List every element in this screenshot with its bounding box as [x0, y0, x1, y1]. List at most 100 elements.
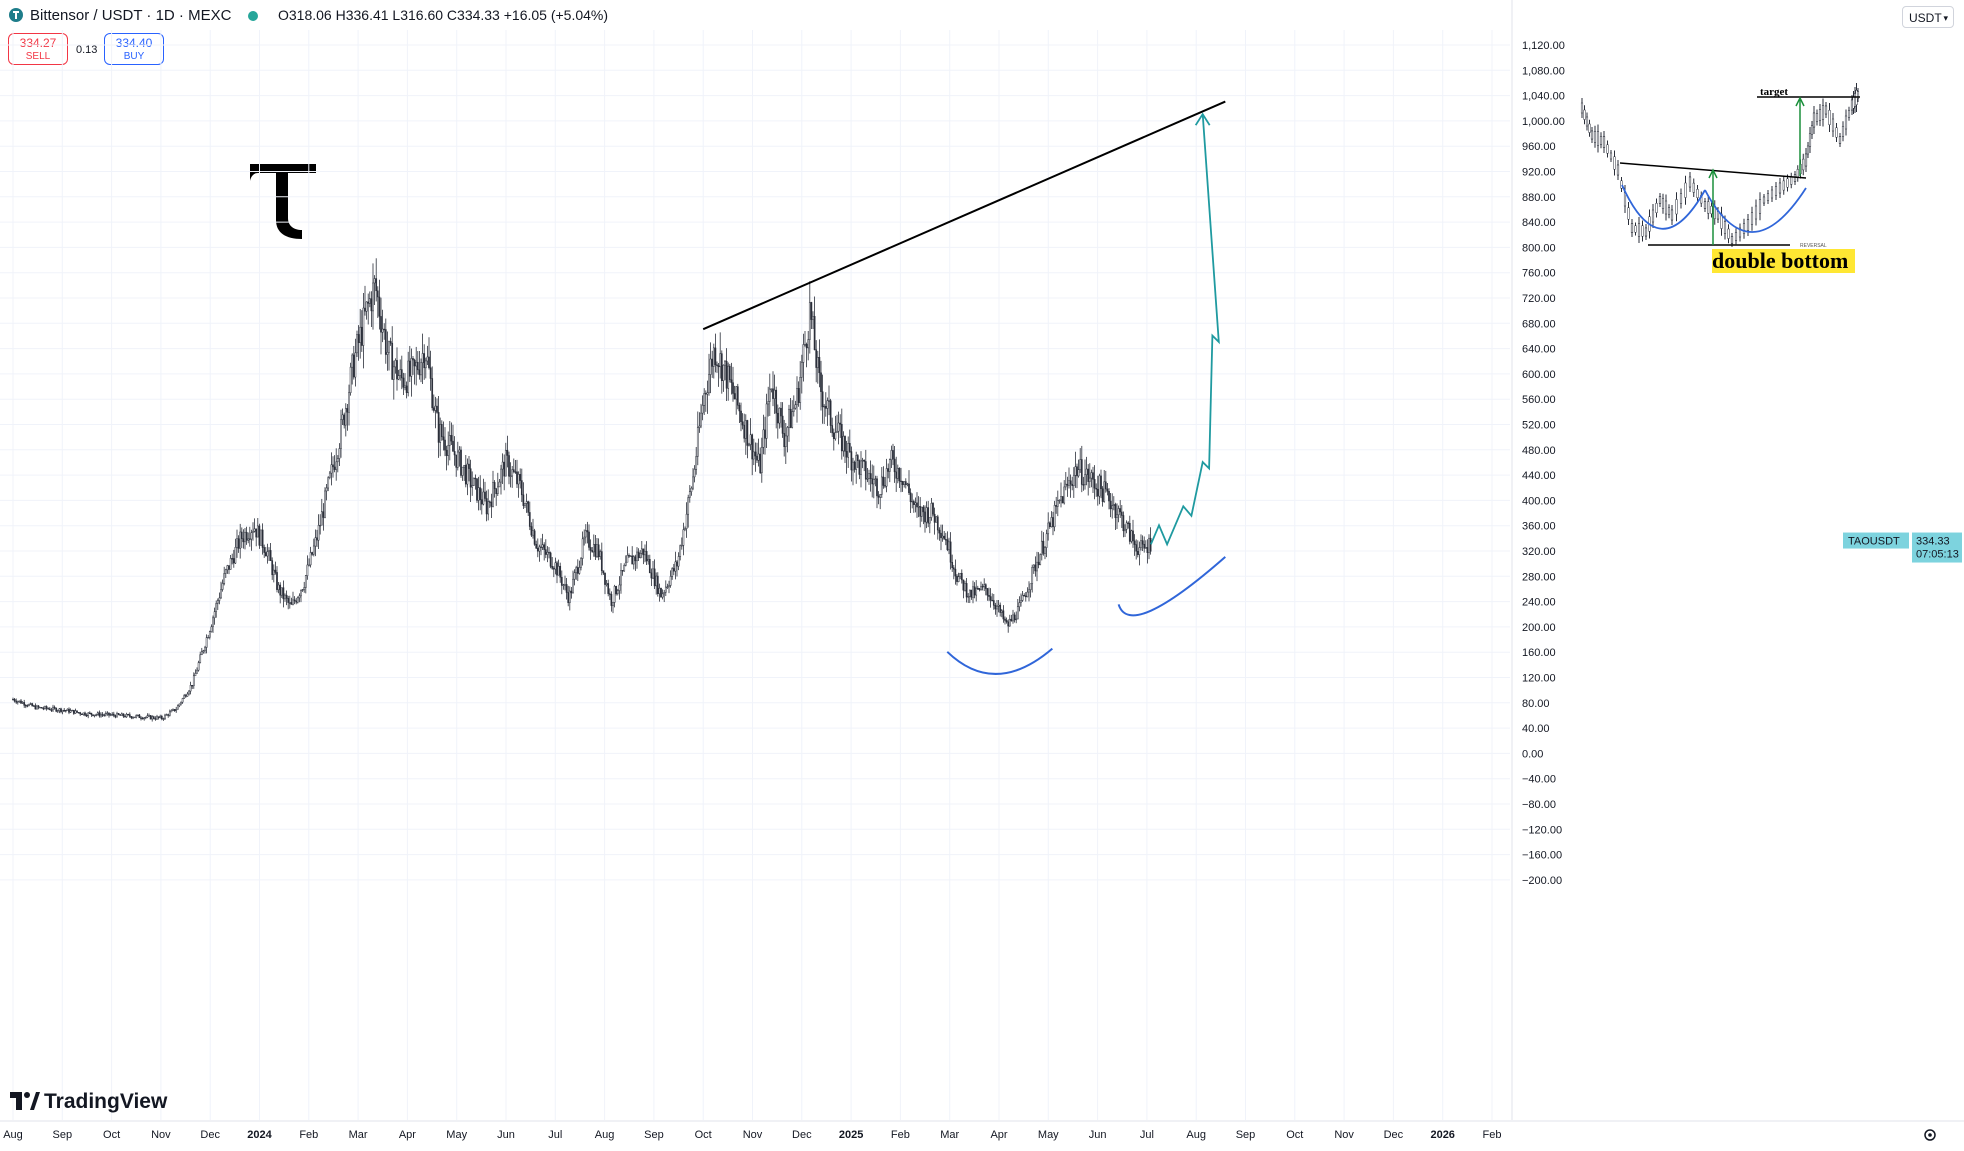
candle-body: [32, 705, 35, 707]
candle-body: [922, 506, 925, 513]
candle-body: [762, 429, 765, 448]
candle-body: [688, 491, 691, 498]
candle-body: [444, 439, 446, 451]
candle-body: [146, 715, 149, 718]
candle-body: [908, 483, 910, 494]
tradingview-brand[interactable]: TradingView: [44, 1090, 167, 1114]
candle-body: [776, 412, 779, 424]
inset-candle-body: [1670, 209, 1674, 221]
candle-body: [828, 400, 830, 402]
inset-candle-body: [1688, 176, 1692, 188]
candle-body: [900, 480, 902, 483]
price-axis[interactable]: 1,120.00 1,080.00 1,040.00 1,000.00 960.00 92…: [1511, 0, 1962, 1120]
candle-body: [1087, 468, 1090, 482]
y-tick-label: −80.00: [1522, 799, 1556, 811]
candle-body: [508, 455, 510, 477]
candle-body: [501, 461, 504, 470]
x-tick-label: Feb: [299, 1129, 318, 1141]
buy-button[interactable]: 334.40 BUY: [104, 33, 164, 65]
candle-body: [554, 562, 557, 570]
inset-candle-body: [1613, 156, 1616, 170]
candle-body: [1042, 540, 1045, 554]
candle-body: [704, 393, 707, 395]
candle-body: [904, 481, 907, 485]
candle-body: [119, 714, 122, 716]
inset-candle-body: [1844, 115, 1848, 130]
candle-body: [504, 449, 507, 477]
candle-body: [372, 282, 374, 312]
candle-body: [812, 316, 814, 320]
y-tick-label: 360.00: [1522, 521, 1556, 533]
candle-body: [567, 592, 570, 603]
candle-body: [1120, 511, 1123, 516]
candle-body: [674, 561, 677, 572]
candle-body: [749, 434, 752, 445]
candle-body: [696, 427, 699, 457]
candle-body: [932, 502, 934, 515]
x-tick-label: 2024: [247, 1129, 272, 1141]
candle-body: [408, 360, 411, 377]
candle-body: [516, 471, 518, 485]
candle-body: [322, 511, 325, 518]
inset-candle-body: [1754, 205, 1758, 220]
candle-body: [576, 567, 579, 574]
market-status-dot: [248, 11, 258, 21]
candle-body: [445, 449, 448, 456]
candle-body: [1111, 505, 1114, 510]
candle-body: [79, 712, 82, 715]
candle-body: [1012, 614, 1014, 622]
candle-body: [141, 718, 144, 720]
candle-body: [1063, 486, 1066, 504]
candle-body: [893, 458, 896, 473]
candle-body: [311, 552, 314, 555]
candle-body: [978, 588, 981, 590]
candle-body: [845, 451, 848, 458]
candle-body: [1092, 472, 1094, 480]
candle-body: [860, 460, 862, 475]
candle-body: [386, 352, 389, 355]
candle-body: [341, 414, 344, 420]
currency-select[interactable]: USDT ▾: [1902, 6, 1954, 28]
candle-body: [1028, 589, 1030, 593]
candle-body: [490, 501, 493, 507]
x-tick-label: Feb: [891, 1129, 910, 1141]
candle-body: [231, 558, 234, 560]
spread-value: 0.13: [76, 44, 98, 56]
candle-body: [810, 302, 813, 320]
candle-body: [896, 467, 899, 479]
x-tick-label: Aug: [3, 1129, 23, 1141]
y-tick-label: 200.00: [1522, 622, 1556, 634]
symbol-title[interactable]: Bittensor / USDT · 1D · MEXC: [30, 7, 232, 24]
candle-body: [354, 352, 357, 378]
sell-button[interactable]: 334.27 SELL: [8, 33, 68, 65]
x-tick-label: Sep: [1236, 1129, 1256, 1141]
inset-candle-body: [1818, 109, 1822, 121]
inset-candle-body: [1762, 196, 1766, 204]
candle-body: [469, 468, 472, 488]
candle-body: [1031, 566, 1034, 585]
candle-body: [564, 584, 566, 586]
candle-body: [1029, 583, 1032, 591]
time-axis[interactable]: Aug Sep Oct Nov Dec 2024 Feb Mar Apr May Jun Jul Aug…: [0, 1120, 1964, 1141]
candle-body: [1005, 620, 1008, 623]
candle-body: [183, 695, 186, 699]
candle-body: [1036, 561, 1038, 572]
candle-body: [21, 702, 24, 704]
candle-body: [282, 587, 285, 600]
candle-body: [751, 434, 754, 460]
candle-body: [338, 448, 341, 459]
candle-body: [192, 675, 195, 687]
candle-body: [125, 713, 128, 718]
settings-icon[interactable]: [1922, 1127, 1938, 1143]
candle-body: [671, 568, 674, 577]
candle-body: [463, 465, 466, 468]
candle-body: [1085, 468, 1088, 475]
candle-body: [629, 555, 632, 557]
candle-body: [1088, 477, 1091, 482]
candle-body: [384, 329, 387, 355]
candle-body: [378, 296, 381, 317]
inset-candle-body: [1746, 219, 1750, 231]
inset-candle-body: [1590, 130, 1594, 140]
candle-body: [775, 389, 778, 414]
